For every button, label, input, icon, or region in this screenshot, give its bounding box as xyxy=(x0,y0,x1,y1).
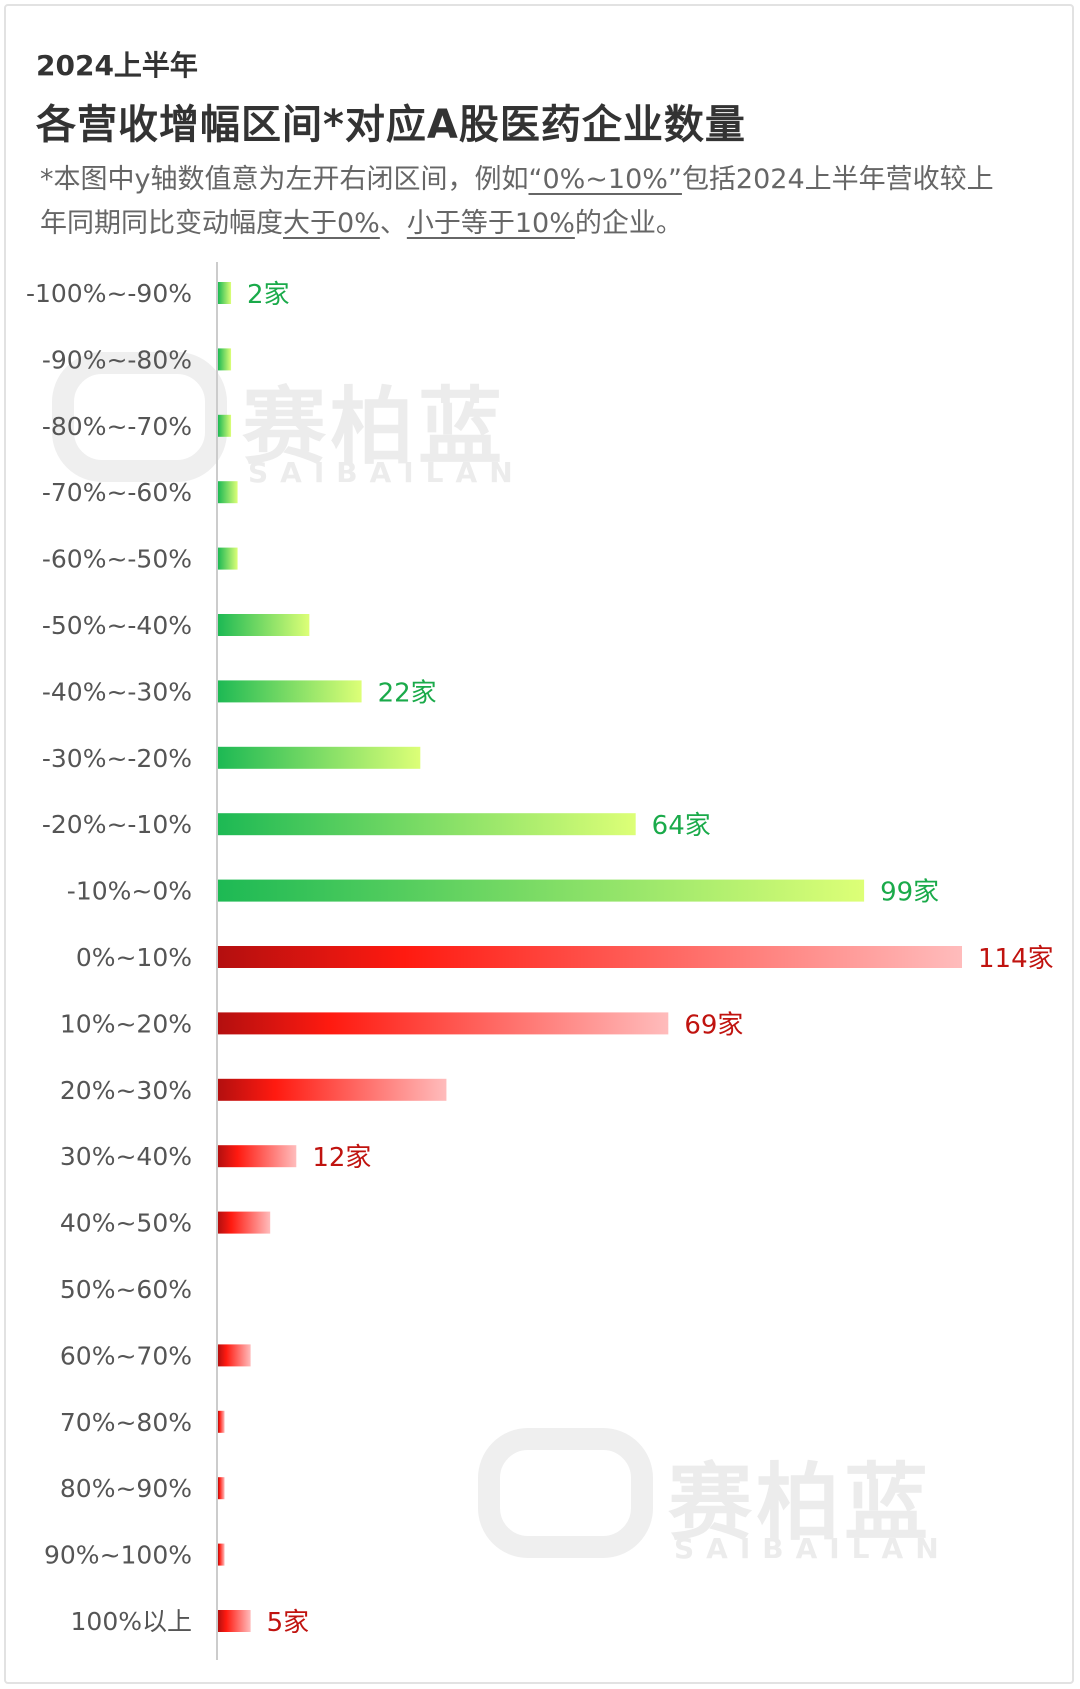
data-label: 5家 xyxy=(267,1608,310,1638)
bars-group: -100%~-90% 2家 -90%~-80% -80%~-70% -70%~-60% -… xyxy=(26,279,1054,1638)
bar xyxy=(218,1211,271,1234)
data-label: 114家 xyxy=(978,944,1054,974)
watermark-logo-icon xyxy=(478,1428,653,1558)
category-label: 0%~10% xyxy=(76,943,192,972)
watermark-logo-icon xyxy=(52,352,227,482)
bar xyxy=(218,1078,447,1101)
bar xyxy=(218,746,421,769)
bar xyxy=(218,348,232,371)
chart-note: *本图中y轴数值意为左开右闭区间，例如“0%~10%”包括2024上半年营收较上… xyxy=(40,158,1000,246)
category-label: -50%~-40% xyxy=(42,611,192,640)
note-separator: 、 xyxy=(379,208,407,239)
chart-subtitle: 2024上半年 xyxy=(36,49,198,82)
data-label: 22家 xyxy=(378,678,437,708)
category-label: -70%~-60% xyxy=(42,478,192,507)
bar xyxy=(218,680,362,703)
category-label: -20%~-10% xyxy=(42,810,192,839)
data-label: 99家 xyxy=(880,878,939,908)
bar xyxy=(218,547,238,570)
category-label: 90%~100% xyxy=(44,1541,192,1570)
note-part1: *本图中y轴数值意为左开右闭区间，例如 xyxy=(40,164,529,195)
bar xyxy=(218,1410,225,1433)
category-label: -30%~-20% xyxy=(42,744,192,773)
bar xyxy=(218,1145,297,1168)
category-label: 60%~70% xyxy=(60,1341,192,1370)
bar xyxy=(218,946,962,968)
data-label: 2家 xyxy=(247,280,290,310)
bar xyxy=(218,1610,251,1632)
bar xyxy=(218,1543,225,1566)
category-label: 40%~50% xyxy=(60,1209,192,1238)
note-underline-2: 小于等于10% xyxy=(406,208,575,239)
category-label: 30%~40% xyxy=(60,1142,192,1171)
data-label: 64家 xyxy=(652,811,711,841)
bar xyxy=(218,414,232,437)
bar xyxy=(218,813,636,836)
category-label: -90%~-80% xyxy=(42,345,192,374)
category-label: 100%以上 xyxy=(71,1607,192,1636)
watermark-text: 赛柏蓝 xyxy=(668,1454,933,1552)
bar xyxy=(218,481,238,504)
category-label: -80%~-70% xyxy=(42,412,192,441)
bar xyxy=(218,1012,669,1035)
category-label: 70%~80% xyxy=(60,1408,192,1437)
bar xyxy=(218,614,310,636)
note-end: 的企业。 xyxy=(574,208,683,239)
note-quote: “0%~10%” xyxy=(528,164,682,195)
bar xyxy=(218,282,232,304)
category-label: -100%~-90% xyxy=(26,279,192,308)
category-label: 50%~60% xyxy=(60,1275,192,1304)
data-label: 69家 xyxy=(684,1010,743,1040)
category-label: -60%~-50% xyxy=(42,545,192,574)
note-underline-1: 大于0% xyxy=(283,208,380,239)
bar xyxy=(218,1344,251,1367)
category-label: 80%~90% xyxy=(60,1474,192,1503)
data-label: 12家 xyxy=(312,1143,371,1173)
bar xyxy=(218,879,865,902)
watermark-text: 赛柏蓝 xyxy=(242,378,507,476)
category-label: 10%~20% xyxy=(60,1009,192,1038)
category-label: -10%~0% xyxy=(67,877,192,906)
watermark-sub: SAIBAILAN xyxy=(248,456,525,489)
chart-title: 各营收增幅区间*对应A股医药企业数量 xyxy=(36,102,746,148)
category-label: 20%~30% xyxy=(60,1076,192,1105)
bar xyxy=(218,1477,225,1500)
chart-frame xyxy=(4,4,1074,1684)
category-label: -40%~-30% xyxy=(42,677,192,706)
note-part2: 包括2024上半年营收较上年同期同比变动幅度 xyxy=(40,164,994,239)
watermark-sub: SAIBAILAN xyxy=(674,1532,951,1565)
